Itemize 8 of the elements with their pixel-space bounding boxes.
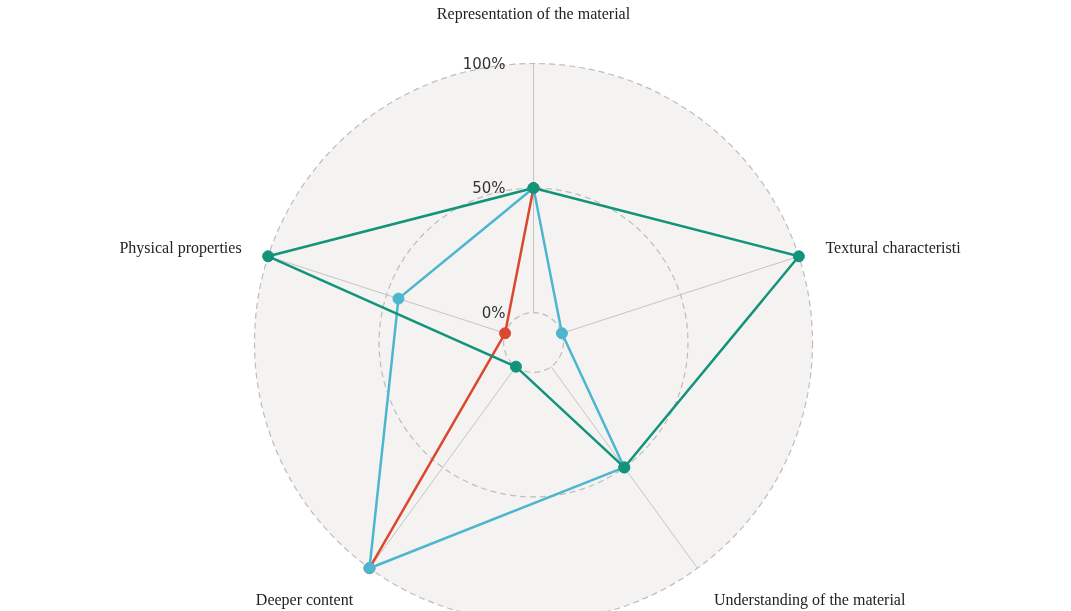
y-tick-label: 0%	[481, 303, 506, 322]
y-tick-label: 50%	[472, 179, 506, 198]
y-tick-label: 100%	[462, 54, 506, 73]
spoke-label: Physical properties	[119, 239, 242, 258]
spoke-label: Textural characteristi	[825, 239, 962, 257]
spoke-label: Understanding of the material	[713, 590, 906, 609]
spoke-label: Representation of the material	[436, 4, 631, 23]
spoke-label: Deeper content	[255, 590, 354, 609]
